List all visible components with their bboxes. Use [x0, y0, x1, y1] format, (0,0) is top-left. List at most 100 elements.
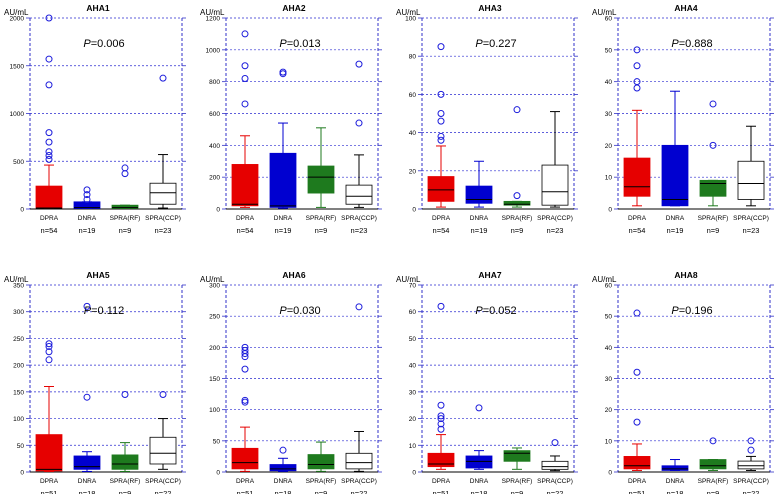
box-dpra	[623, 309, 651, 471]
box-iqr	[149, 436, 177, 465]
outlier-point	[513, 192, 521, 200]
outlier-point	[437, 43, 445, 51]
x-tick-label: DNRA	[274, 215, 293, 222]
outlier-point	[437, 117, 445, 125]
x-tick-label: SPRA(RF)	[698, 478, 729, 485]
y-tick-label: 1500	[10, 63, 25, 70]
outlier-point	[241, 398, 249, 406]
box-sprarf	[111, 164, 139, 210]
y-tick-label: 10	[605, 438, 613, 445]
n-label: n=51	[41, 489, 58, 494]
box-dnra	[465, 404, 493, 470]
outlier-point	[241, 365, 249, 373]
x-tick-label: SPRA(CCP)	[537, 215, 573, 222]
y-axis-label: AU/mL	[200, 275, 225, 284]
chart-panel-aha1: 0 500 1000 1500 2000 AHA1 AU/mL P=0.006 DPRA n=54…	[4, 3, 186, 235]
n-label: n=9	[511, 226, 524, 235]
outlier-point	[159, 74, 167, 82]
y-axis-label: AU/mL	[4, 8, 29, 17]
x-tick-label: DPRA	[432, 478, 451, 485]
y-tick-label: 100	[13, 416, 24, 423]
box-iqr	[269, 152, 297, 208]
outlier-point	[747, 437, 755, 445]
y-tick-label: 150	[13, 389, 24, 396]
p-value-text: P=0.888	[671, 38, 712, 50]
outlier-point	[241, 343, 249, 351]
y-tick-label: 300	[209, 283, 220, 290]
x-tick-label: SPRA(CCP)	[733, 478, 769, 485]
y-tick-label: 1000	[10, 111, 25, 118]
outlier-point	[241, 30, 249, 38]
y-axis-label: AU/mL	[396, 275, 421, 284]
p-symbol: P	[671, 38, 679, 50]
p-symbol: P	[671, 305, 679, 317]
p-value: =0.030	[287, 305, 321, 317]
box-dnra	[73, 302, 101, 472]
chart-panel-aha5: 0 50 100 150 200 250 300 350 AHA5 AU/mL P=0.112 DPR…	[4, 270, 186, 494]
box-sprarf	[111, 391, 139, 472]
box-iqr	[661, 465, 689, 471]
outlier-point	[241, 346, 249, 354]
p-value-text: P=0.013	[279, 38, 320, 50]
outlier-point	[45, 14, 53, 22]
n-label: n=18	[471, 489, 488, 494]
outlier-point	[437, 412, 445, 420]
box-dnra	[269, 68, 297, 209]
outlier-point	[45, 340, 53, 348]
x-tick-label: DPRA	[236, 215, 255, 222]
y-tick-label: 40	[605, 345, 613, 352]
x-tick-label: SPRA(CCP)	[145, 478, 181, 485]
n-label: n=22	[547, 489, 564, 494]
outlier-point	[437, 132, 445, 140]
y-tick-label: 300	[13, 309, 24, 316]
y-tick-label: 0	[216, 207, 220, 214]
box-dpra	[35, 340, 63, 472]
p-symbol: P	[84, 305, 92, 317]
outlier-point	[121, 170, 129, 178]
x-tick-label: SPRA(RF)	[110, 215, 141, 222]
n-label: n=54	[41, 226, 58, 235]
p-value: =0.888	[679, 38, 713, 50]
box-sprarf	[699, 437, 727, 471]
n-label: n=19	[275, 226, 292, 235]
box-iqr	[623, 456, 651, 470]
box-iqr	[737, 160, 765, 200]
p-value-text: P=0.052	[475, 305, 516, 317]
p-value: =0.052	[483, 305, 517, 317]
box-iqr	[307, 165, 335, 194]
outlier-point	[241, 396, 249, 404]
chart-panel-aha3: 0 20 40 60 80 100 AHA3 AU/mL P=0.227 DPRA n=54 DNRA…	[396, 3, 578, 235]
p-value-text: P=0.196	[671, 305, 712, 317]
outlier-point	[437, 401, 445, 409]
chart-panel-aha7: 0 10 20 30 40 50 60 70 AHA7 AU/mL P=0.052 DPRA n=51 D…	[396, 270, 578, 494]
x-tick-label: SPRA(RF)	[502, 215, 533, 222]
outlier-point	[633, 368, 641, 376]
y-tick-label: 0	[20, 207, 24, 214]
box-sprarf	[307, 127, 335, 208]
y-tick-label: 10	[605, 175, 613, 182]
p-symbol: P	[475, 38, 483, 50]
outlier-point	[551, 439, 559, 447]
outlier-point	[709, 437, 717, 445]
n-label: n=18	[275, 489, 292, 494]
n-label: n=9	[315, 489, 328, 494]
chart-panel-aha4: 0 10 20 30 40 50 60 AHA4 AU/mL P=0.888 DPRA n=54 DNR…	[592, 3, 774, 235]
n-label: n=18	[79, 489, 96, 494]
outlier-point	[45, 348, 53, 356]
x-tick-label: DNRA	[274, 478, 293, 485]
box-iqr	[111, 454, 139, 470]
n-label: n=9	[315, 226, 328, 235]
y-axis-label: AU/mL	[200, 8, 225, 17]
y-tick-label: 50	[17, 443, 25, 450]
box-iqr	[345, 452, 373, 470]
n-label: n=9	[119, 489, 132, 494]
box-iqr	[465, 455, 493, 469]
box-sprarf	[699, 100, 727, 207]
y-tick-label: 50	[409, 336, 417, 343]
y-axis-label: AU/mL	[396, 8, 421, 17]
box-iqr	[307, 454, 335, 470]
chart-title: AHA5	[86, 270, 109, 280]
outlier-point	[437, 90, 445, 98]
box-iqr	[231, 447, 259, 470]
outlier-point	[83, 302, 91, 310]
